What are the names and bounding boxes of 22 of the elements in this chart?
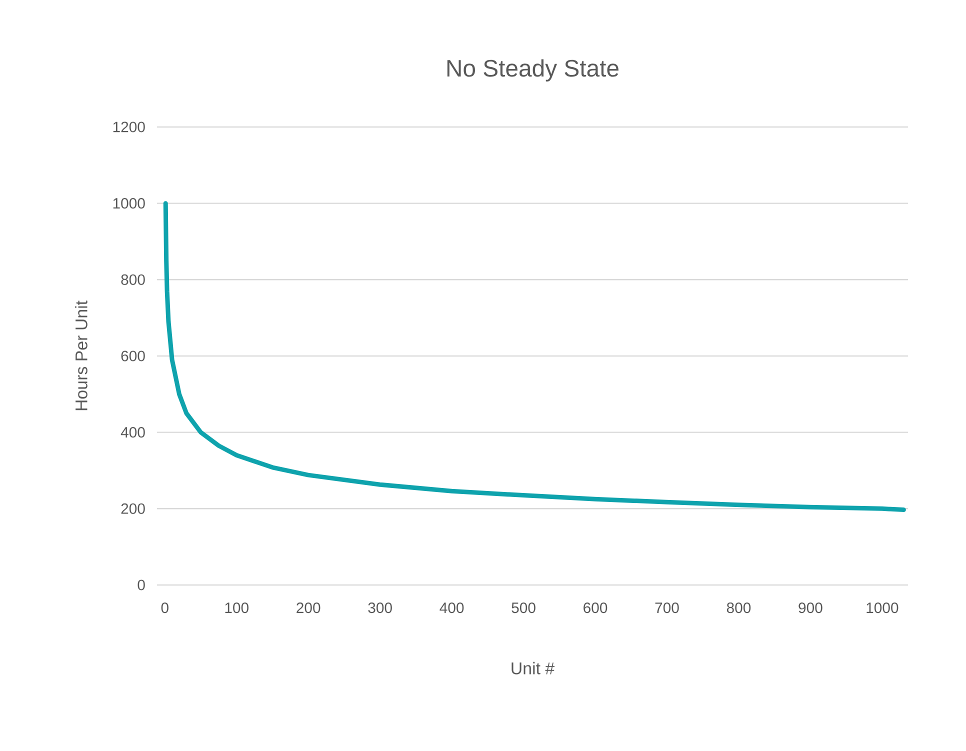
y-tick-label: 400 [120, 427, 145, 438]
y-tick-label: 0 [138, 580, 145, 590]
y-tick-label: 1000 [113, 198, 145, 209]
line-series [163, 201, 906, 512]
x-tick-label: 400 [440, 602, 464, 614]
y-tick-label: 600 [121, 350, 145, 362]
x-tick-label: 1000 [866, 602, 898, 614]
chart-title: No Steady State [447, 59, 618, 82]
x-tick-label: 200 [296, 602, 320, 614]
x-tick-label: 600 [584, 602, 608, 614]
y-axis-title: Hours Per Unit [74, 300, 88, 410]
y-tick-label: 1200 [113, 122, 145, 132]
y-tick-label: 800 [121, 274, 145, 285]
x-tick-label: 800 [726, 602, 751, 614]
x-tick-label: 0 [161, 602, 168, 614]
x-axis-title: Unit # [512, 662, 555, 674]
x-tick-label: 900 [798, 602, 822, 614]
x-tick-label: 300 [368, 602, 392, 614]
x-tick-label: 700 [655, 602, 679, 614]
x-tick-label: 500 [512, 602, 536, 614]
x-tick-label: 100 [225, 602, 248, 614]
y-tick-label: 200 [121, 503, 145, 514]
